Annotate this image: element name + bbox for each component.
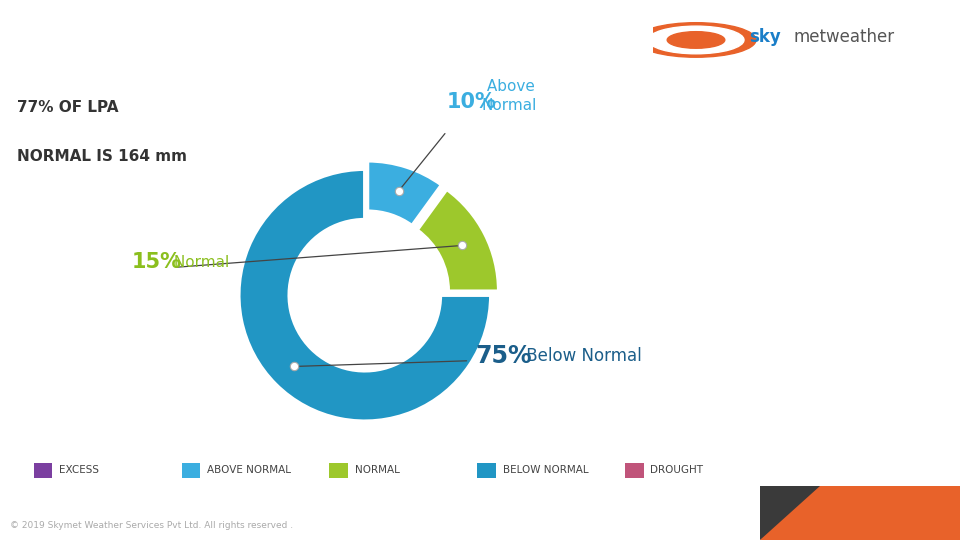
FancyBboxPatch shape <box>477 463 496 478</box>
Text: © 2019 Skymet Weather Services Pvt Ltd. All rights reserved .: © 2019 Skymet Weather Services Pvt Ltd. … <box>10 521 293 530</box>
FancyBboxPatch shape <box>34 463 53 478</box>
Text: metweather: metweather <box>793 28 895 45</box>
Polygon shape <box>760 486 960 540</box>
Text: EXCESS: EXCESS <box>60 465 99 475</box>
FancyBboxPatch shape <box>625 463 644 478</box>
Wedge shape <box>417 189 498 291</box>
Text: NORMAL IS 164 mm: NORMAL IS 164 mm <box>17 149 187 164</box>
Text: Below Normal: Below Normal <box>521 347 642 364</box>
Text: PROBABILITY OF MONSOON: PROBABILITY OF MONSOON <box>17 19 342 39</box>
Text: Normal: Normal <box>170 255 229 270</box>
FancyBboxPatch shape <box>181 463 201 478</box>
FancyBboxPatch shape <box>329 463 348 478</box>
Text: 77% OF LPA: 77% OF LPA <box>17 100 118 116</box>
Text: JUNE: JUNE <box>17 55 58 73</box>
Text: sky: sky <box>749 28 780 45</box>
Circle shape <box>636 23 756 57</box>
Text: NORMAL: NORMAL <box>355 465 399 475</box>
Circle shape <box>648 26 744 54</box>
Wedge shape <box>368 161 442 226</box>
Circle shape <box>667 32 725 48</box>
Text: Above
Normal: Above Normal <box>482 79 538 112</box>
Text: 10%: 10% <box>446 92 496 112</box>
Text: DROUGHT: DROUGHT <box>651 465 704 475</box>
Polygon shape <box>760 486 820 540</box>
Wedge shape <box>239 169 491 421</box>
Text: BELOW NORMAL: BELOW NORMAL <box>503 465 588 475</box>
Text: 75%: 75% <box>475 343 532 368</box>
Text: 15%: 15% <box>132 252 181 273</box>
Text: ABOVE NORMAL: ABOVE NORMAL <box>207 465 291 475</box>
